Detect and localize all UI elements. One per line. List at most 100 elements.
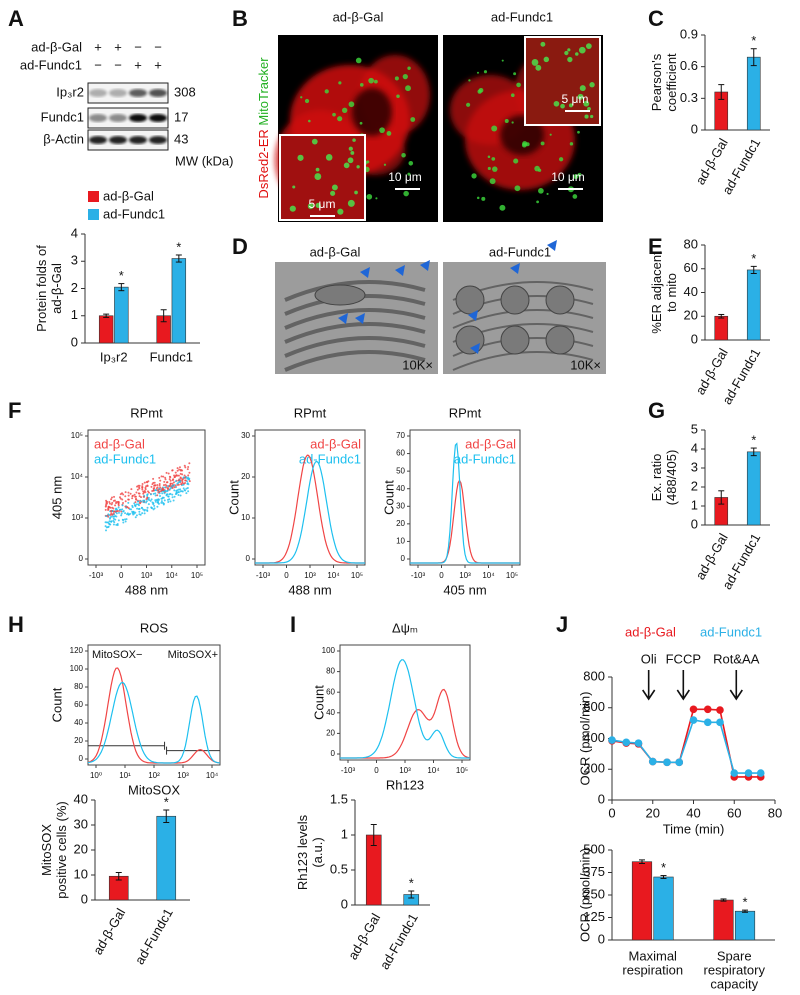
event-dot bbox=[147, 491, 150, 494]
mito-signal bbox=[324, 89, 329, 94]
blot-frame bbox=[87, 82, 169, 104]
significance: * bbox=[742, 895, 747, 910]
mito-signal bbox=[531, 59, 539, 66]
bar bbox=[713, 899, 734, 941]
event-dot bbox=[154, 492, 157, 495]
event-dot bbox=[171, 493, 174, 496]
event-dot bbox=[183, 464, 186, 467]
blot-band bbox=[89, 136, 107, 144]
event-dot bbox=[175, 492, 178, 495]
column-title: ad-β-Gal bbox=[310, 244, 361, 259]
arrowhead bbox=[360, 267, 370, 278]
event-dot bbox=[105, 529, 108, 532]
arrowhead bbox=[470, 343, 480, 354]
y-tick-label: 1 bbox=[71, 307, 78, 322]
event-dot bbox=[188, 471, 191, 474]
flow-y-tick-label: 20 bbox=[396, 519, 405, 528]
mito-signal bbox=[332, 112, 336, 117]
y-tick-label: 400 bbox=[583, 730, 605, 745]
condition-sign: − bbox=[114, 57, 122, 72]
event-dot bbox=[179, 469, 182, 472]
event-dot bbox=[184, 466, 187, 469]
bar bbox=[171, 258, 187, 344]
event-dot bbox=[104, 521, 107, 524]
scale-bar-label: 5 μm bbox=[309, 197, 336, 211]
event-dot bbox=[149, 499, 152, 502]
event-dot bbox=[158, 482, 161, 485]
event-dot bbox=[174, 471, 177, 474]
event-dot bbox=[172, 499, 175, 502]
event-dot bbox=[174, 484, 177, 487]
event-dot bbox=[164, 478, 167, 481]
event-dot bbox=[135, 491, 138, 494]
event-dot bbox=[112, 499, 115, 502]
event-dot bbox=[137, 500, 139, 503]
mito-signal bbox=[402, 74, 408, 80]
event-dot bbox=[178, 480, 181, 483]
event-dot bbox=[171, 469, 174, 472]
event-dot bbox=[117, 511, 120, 514]
panel-letter: I bbox=[290, 612, 296, 637]
mito-signal bbox=[491, 125, 498, 132]
flow-legend: ad-Fundc1 bbox=[454, 451, 516, 466]
event-dot bbox=[117, 502, 120, 505]
mw-label: 308 bbox=[174, 84, 196, 99]
event-dot bbox=[121, 518, 124, 521]
mito-signal bbox=[359, 121, 363, 125]
mito-signal bbox=[366, 193, 373, 200]
event-dot bbox=[187, 474, 190, 477]
flow-y-tick-label: 0 bbox=[246, 554, 251, 563]
event-dot bbox=[112, 523, 115, 526]
mitochondrion bbox=[545, 325, 575, 355]
event-dot bbox=[122, 493, 125, 496]
mito-signal bbox=[341, 107, 348, 113]
data-point bbox=[730, 769, 739, 777]
y-tick-label: 0.3 bbox=[680, 90, 698, 105]
event-dot bbox=[147, 503, 150, 506]
y-axis-label: Ex. ratio bbox=[649, 454, 664, 502]
flow-y-tick-label: 20 bbox=[74, 736, 83, 745]
event-dot bbox=[145, 498, 148, 501]
event-dot bbox=[136, 488, 139, 491]
event-dot bbox=[136, 507, 139, 510]
condition-sign: − bbox=[134, 39, 142, 54]
event-dot bbox=[135, 503, 138, 506]
blot-band bbox=[109, 89, 127, 97]
event-dot bbox=[181, 480, 184, 483]
event-dot bbox=[178, 468, 181, 471]
event-dot bbox=[131, 506, 134, 509]
stain-er: DsRed2-ER bbox=[256, 129, 271, 198]
blot-band bbox=[89, 114, 107, 122]
y-axis-label: Protein folds of bbox=[34, 245, 49, 332]
blot-band bbox=[129, 89, 147, 97]
mito-signal bbox=[300, 96, 303, 99]
mito-signal bbox=[297, 154, 304, 161]
panel-letter: J bbox=[556, 612, 568, 637]
mito-signal bbox=[492, 166, 498, 172]
event-dot bbox=[176, 469, 179, 472]
panel-letter: G bbox=[648, 398, 665, 423]
event-dot bbox=[149, 493, 152, 496]
y-tick-label: 0 bbox=[691, 331, 698, 346]
event-dot bbox=[109, 516, 112, 519]
event-dot bbox=[140, 506, 143, 509]
event-dot bbox=[169, 492, 172, 495]
mito-signal bbox=[368, 77, 374, 84]
x-tick-label: Maximal bbox=[629, 948, 678, 963]
event-dot bbox=[136, 485, 139, 488]
y-axis-label: Pearson's bbox=[649, 53, 664, 111]
event-dot bbox=[143, 481, 146, 484]
y-tick-label: 1 bbox=[691, 497, 698, 512]
mito-signal bbox=[396, 94, 400, 99]
event-dot bbox=[152, 477, 155, 480]
event-dot bbox=[152, 487, 155, 490]
mito-signal bbox=[513, 158, 519, 164]
event-dot bbox=[177, 483, 180, 486]
event-dot bbox=[177, 494, 180, 497]
event-dot bbox=[184, 479, 187, 482]
y-tick-label: 0 bbox=[691, 121, 698, 136]
event-dot bbox=[158, 491, 161, 494]
data-point bbox=[648, 757, 657, 766]
flow-x-tick-label: 10⁴ bbox=[166, 571, 179, 580]
significance: * bbox=[751, 432, 756, 447]
